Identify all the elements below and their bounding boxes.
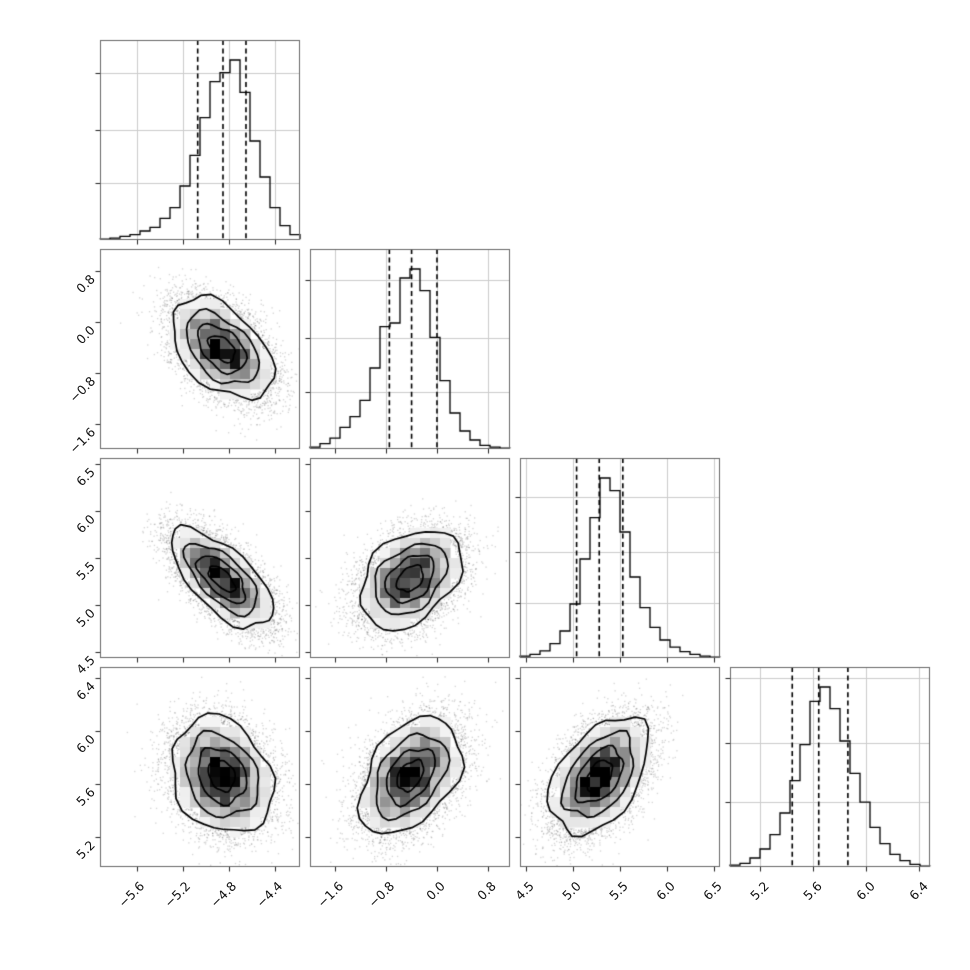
scatter-panel-r3c0 bbox=[100, 667, 300, 867]
scatter-panel-r1c0 bbox=[100, 249, 300, 449]
hist-panel-param0 bbox=[100, 40, 300, 240]
hist-panel-param3 bbox=[730, 667, 930, 867]
scatter-panel-r3c2 bbox=[520, 667, 720, 867]
scatter-panel-r2c0 bbox=[100, 458, 300, 658]
hist-panel-param2 bbox=[520, 458, 720, 658]
scatter-panel-r2c1 bbox=[310, 458, 510, 658]
hist-panel-param1 bbox=[310, 249, 510, 449]
scatter-panel-r3c1 bbox=[310, 667, 510, 867]
